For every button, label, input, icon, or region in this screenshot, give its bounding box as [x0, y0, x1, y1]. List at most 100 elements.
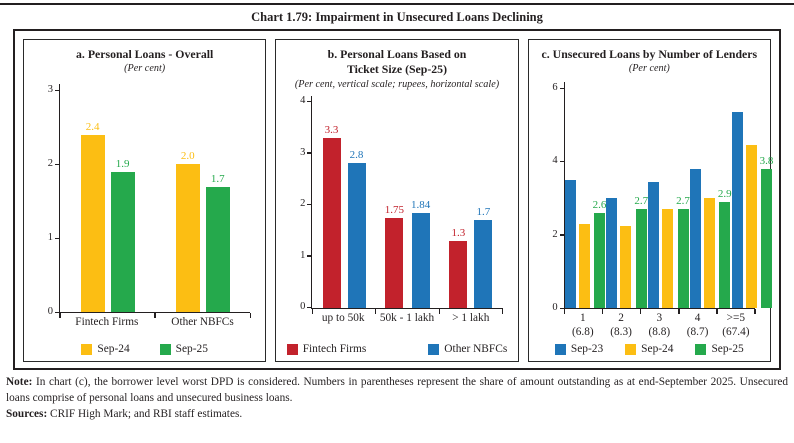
- x-axis-tick-mark: [311, 308, 314, 314]
- panel-subtitle: (Per cent): [628, 63, 670, 75]
- x-axis-category-label: >=5 (67.4): [717, 312, 755, 339]
- category-share-label: (67.4): [722, 325, 750, 338]
- category-share-label: (8.3): [610, 325, 632, 338]
- bar: [80, 134, 105, 313]
- legend-item: Sep-25: [695, 343, 744, 355]
- x-axis-tick-mark: [602, 309, 604, 315]
- category-label: 2: [618, 312, 624, 325]
- category-label: up to 50k: [321, 311, 365, 324]
- x-axis-tick-mark: [563, 309, 566, 315]
- category-share-label: (8.7): [686, 325, 709, 338]
- bar-group: 1.75 1.84: [376, 96, 439, 308]
- category-label: Other NBFCs: [171, 316, 234, 329]
- y-axis-tick-label: 4: [300, 95, 306, 107]
- bar-group: 2.0 1.7: [155, 84, 250, 313]
- bar: [578, 224, 590, 309]
- bar-column: 1.3: [449, 96, 468, 308]
- y-axis-tick-label: 3: [47, 83, 53, 95]
- plot-area: 0 2 4 6 2.6 2.7 2.7 2.9 3.8: [552, 82, 773, 315]
- x-axis-tick-mark: [438, 308, 440, 314]
- bar: [347, 163, 366, 308]
- legend-item: Sep-24: [81, 343, 130, 355]
- y-axis-tick-label: 0: [47, 305, 53, 317]
- x-axis-category-label: up to 50k: [311, 312, 375, 325]
- category-label: 1: [579, 312, 586, 325]
- bar-column: 2.9: [718, 82, 732, 309]
- x-axis-labels: 1 (6.8) 2 (8.3) 3 (8.8) 4 (8.7) >=5 (67.4): [564, 312, 755, 339]
- top-rule: [0, 3, 794, 5]
- legend-item: Other NBFCs: [428, 343, 507, 355]
- legend-label: Sep-25: [711, 343, 744, 355]
- x-axis-labels: Fintech Firms Other NBFCs: [59, 316, 250, 329]
- legend-item: Fintech Firms: [286, 343, 367, 355]
- bar-column: [648, 82, 660, 309]
- bar-value-label: 1.84: [410, 198, 431, 211]
- legend-label: Fintech Firms: [302, 343, 367, 355]
- figure: Chart 1.79: Impairment in Unsecured Loan…: [0, 3, 794, 422]
- bar-group: 3.8: [731, 82, 774, 309]
- x-axis-category-label: > 1 lakh: [439, 312, 503, 325]
- bar-column: [606, 82, 618, 309]
- x-axis-tick-mark: [154, 313, 156, 319]
- x-axis-category-label: 2 (8.3): [602, 312, 640, 339]
- y-axis-tick-mark: [307, 306, 313, 309]
- bar-column: 1.7: [474, 96, 493, 308]
- x-axis-tick-mark: [249, 313, 252, 319]
- bar-value-label: 2.8: [349, 149, 364, 162]
- bar-column: [662, 82, 674, 309]
- x-axis-tick-mark: [501, 308, 504, 314]
- panel-title: c. Unsecured Loans by Number of Lenders: [534, 47, 765, 62]
- x-axis-labels: up to 50k 50k - 1 lakh > 1 lakh: [311, 312, 502, 325]
- x-axis-tick-mark: [678, 309, 680, 315]
- bar-column: 1.7: [205, 84, 230, 313]
- x-axis-category-label: 3 (8.8): [640, 312, 678, 339]
- category-label: > 1 lakh: [452, 311, 490, 324]
- bar: [110, 171, 135, 313]
- y-axis-tick-mark: [55, 237, 60, 240]
- bar: [677, 209, 689, 309]
- y-axis-tick-mark: [55, 89, 60, 92]
- panel-a-personal-loans-overall: a. Personal Loans - Overall (Per cent) 0 1 2…: [23, 39, 267, 362]
- legend-swatch: [695, 343, 707, 355]
- panel-subtitle: (Per cent, vertical scale; rupees, horiz…: [294, 78, 500, 90]
- legend-swatch: [286, 343, 298, 355]
- bar-column: 2.4: [80, 84, 105, 313]
- legend-swatch: [625, 343, 637, 355]
- bar-value-label: 1.75: [384, 203, 404, 216]
- panel-b-personal-loans-ticket-size: b. Personal Loans Based on Ticket Size (S…: [275, 39, 519, 362]
- bar-group: 2.7: [606, 82, 649, 309]
- bar: [620, 225, 632, 309]
- legend-label: Other NBFCs: [444, 343, 508, 355]
- bar-column: 3.8: [759, 82, 774, 309]
- panel-title-line: Ticket Size (Sep-25): [346, 62, 448, 77]
- category-label: >=5: [726, 312, 746, 325]
- y-axis-tick-label: 1: [47, 231, 53, 243]
- legend: Sep-24 Sep-25: [29, 340, 260, 357]
- panel-title-line: b. Personal Loans Based on: [327, 47, 467, 61]
- x-axis-tick-mark: [640, 309, 642, 315]
- bar-value-label: 2.4: [85, 120, 100, 133]
- bar: [745, 145, 757, 309]
- legend-item: Sep-25: [159, 343, 208, 355]
- x-axis-tick-mark: [375, 308, 377, 314]
- bar: [731, 112, 743, 309]
- y-axis-tick-mark: [559, 87, 565, 90]
- legend: Fintech Firms Other NBFCs: [281, 340, 512, 357]
- bar-group: 1.3 1.7: [439, 96, 502, 308]
- bar-value-label: 3.3: [324, 123, 339, 136]
- y-axis-tick-label: 4: [552, 155, 558, 167]
- panel-title: b. Personal Loans Based on Ticket Size (S…: [281, 47, 512, 78]
- bar: [564, 180, 576, 309]
- category-share-label: (8.8): [648, 325, 671, 338]
- bar: [449, 240, 468, 308]
- bar-value-label: 2.7: [634, 195, 649, 208]
- bar-value-label: 3.8: [759, 155, 774, 167]
- y-axis-tick-mark: [307, 255, 313, 257]
- y-axis-tick-mark: [559, 234, 565, 236]
- bar-column: [745, 82, 757, 309]
- bar: [474, 220, 493, 308]
- bar: [761, 169, 773, 309]
- bar-value-label: 1.3: [451, 226, 466, 239]
- legend-item: Sep-23: [554, 343, 603, 355]
- bar-groups: 2.4 1.9 2.0 1.7: [60, 84, 250, 313]
